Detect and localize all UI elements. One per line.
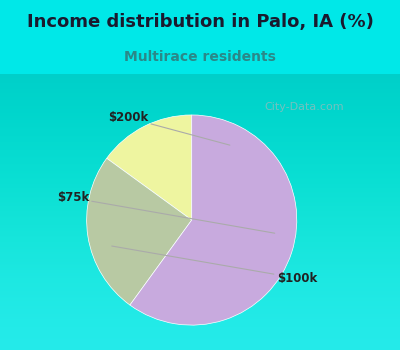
Text: $100k: $100k	[112, 246, 317, 285]
Wedge shape	[87, 158, 192, 305]
Text: $75k: $75k	[57, 191, 275, 233]
Wedge shape	[107, 115, 192, 220]
Text: Multirace residents: Multirace residents	[124, 50, 276, 64]
Text: City-Data.com: City-Data.com	[264, 102, 344, 112]
Text: Income distribution in Palo, IA (%): Income distribution in Palo, IA (%)	[26, 13, 374, 31]
Wedge shape	[130, 115, 297, 325]
Text: $200k: $200k	[108, 111, 230, 145]
